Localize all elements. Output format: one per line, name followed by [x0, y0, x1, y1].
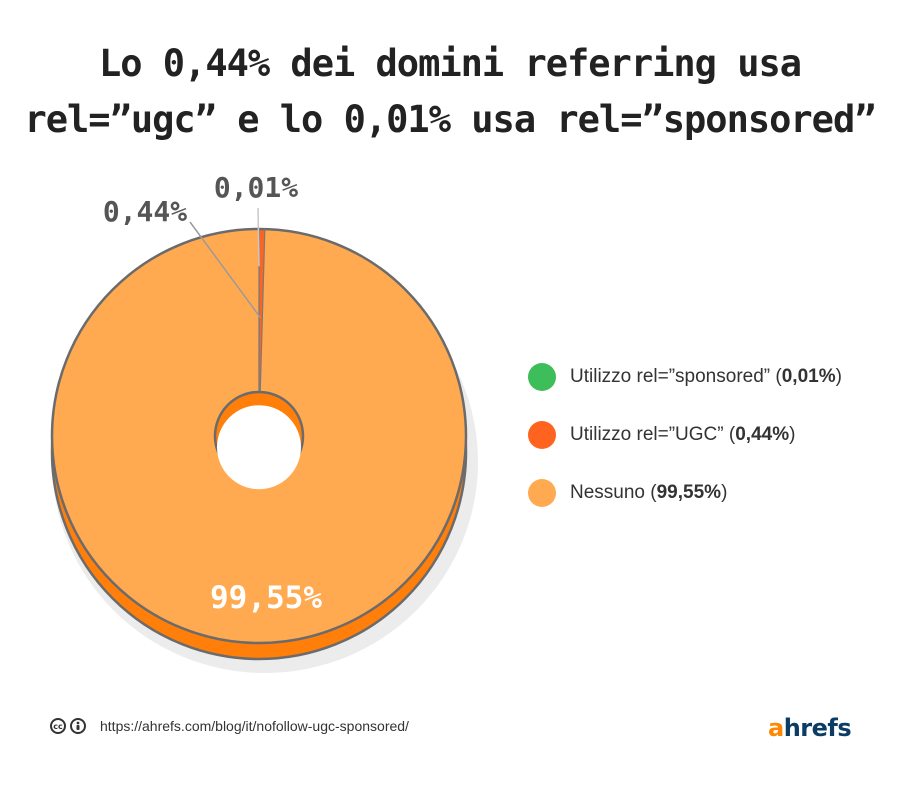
legend-value-sponsored: 0,01% [781, 366, 836, 387]
data-label-sponsored: 0,01% [214, 171, 298, 204]
logo-letter-a: a [768, 714, 784, 742]
legend-label-ugc: Utilizzo rel=”UGC” [570, 424, 724, 445]
leader-line-sponsored [257, 207, 260, 267]
legend: Utilizzo rel=”sponsored” (0,01%) Utilizz… [528, 362, 842, 536]
legend-item-sponsored: Utilizzo rel=”sponsored” (0,01%) [528, 362, 842, 420]
legend-swatch-sponsored [528, 363, 556, 391]
legend-item-ugc: Utilizzo rel=”UGC” (0,44%) [528, 420, 842, 478]
hole [217, 405, 301, 490]
data-label-ugc: 0,44% [103, 195, 187, 228]
footer: cc https://ahrefs.com/blog/it/nofollow-u… [50, 718, 409, 734]
legend-text-none: Nessuno (99,55%) [570, 482, 728, 503]
logo-rest: hrefs [783, 714, 852, 742]
chart-title: Lo 0,44% dei domini referring usa rel=”u… [0, 36, 900, 148]
legend-value-none: 99,55% [656, 482, 722, 503]
legend-value-ugc: 0,44% [735, 424, 790, 445]
attribution-icon [70, 718, 86, 734]
legend-text-ugc: Utilizzo rel=”UGC” (0,44%) [570, 424, 796, 445]
legend-label-none: Nessuno [570, 482, 645, 503]
ahrefs-logo: ahrefs [768, 714, 852, 742]
legend-item-none: Nessuno (99,55%) [528, 478, 842, 536]
title-line-2: rel=”ugc” e lo 0,01% usa rel=”sponsored” [24, 98, 876, 141]
slice-separator-2 [259, 229, 266, 393]
title-line-1: Lo 0,44% dei domini referring usa [98, 42, 802, 85]
cc-icon: cc [50, 718, 66, 734]
legend-swatch-none [528, 479, 556, 507]
legend-label-sponsored: Utilizzo rel=”sponsored” [570, 366, 771, 387]
legend-swatch-ugc [528, 421, 556, 449]
data-label-none: 99,55% [210, 580, 322, 616]
legend-text-sponsored: Utilizzo rel=”sponsored” (0,01%) [570, 366, 842, 387]
leader-line-ugc [189, 221, 262, 319]
source-url[interactable]: https://ahrefs.com/blog/it/nofollow-ugc-… [100, 718, 409, 734]
license-icons: cc [50, 718, 86, 734]
